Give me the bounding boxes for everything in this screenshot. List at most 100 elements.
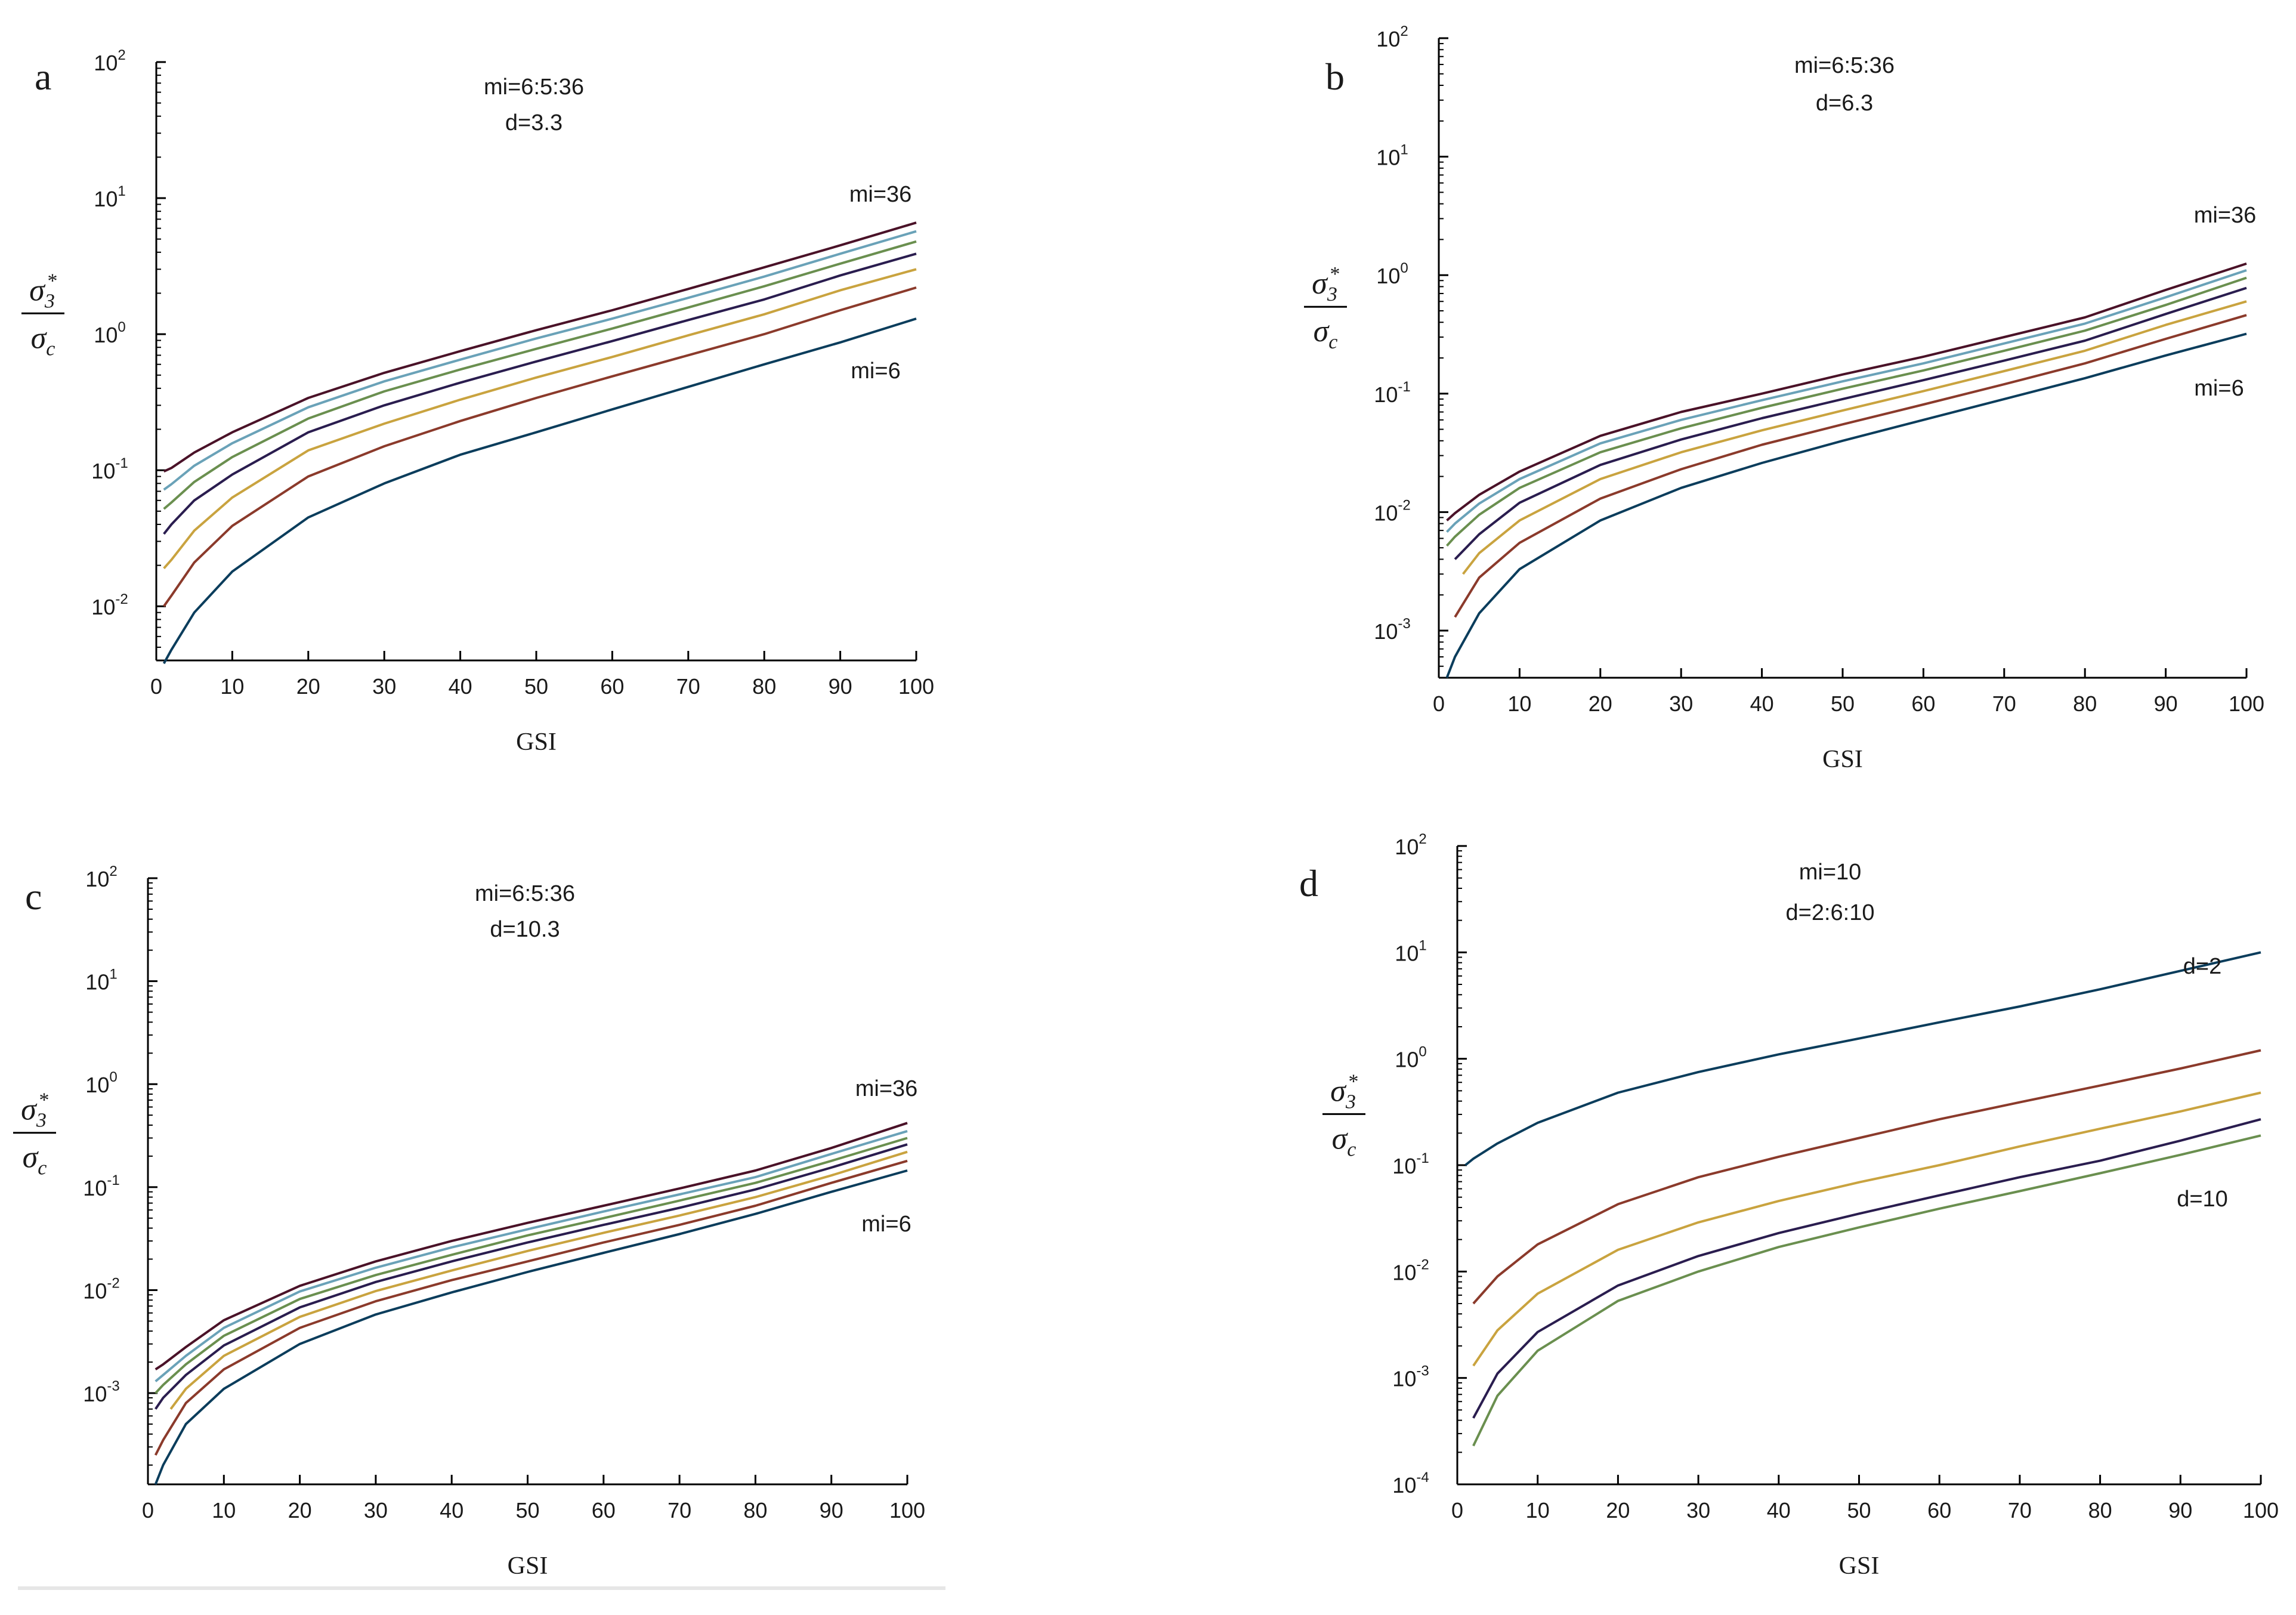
series-line-mi=6	[1445, 332, 2247, 678]
annotation-d-value: d=3.3	[505, 110, 563, 135]
y-tick-exponent: -2	[107, 1275, 119, 1291]
y-tick-exponent: -3	[107, 1378, 119, 1394]
bottom-series-label: mi=6	[2194, 376, 2244, 401]
x-tick-label: 90	[2154, 691, 2178, 716]
x-tick-label: 30	[364, 1498, 388, 1523]
annotation-parameters: mi=6:5:36	[484, 75, 584, 100]
y-tick-base: 10	[91, 459, 115, 483]
y-tick-exponent: -1	[1398, 379, 1410, 395]
y-tick-label: 10-1	[83, 1172, 119, 1200]
y-tick-label: 102	[85, 863, 117, 891]
x-tick-label: 40	[449, 674, 472, 699]
y-axis-label-denominator: σc	[1314, 314, 1338, 353]
y-tick-label: 100	[85, 1069, 117, 1097]
y-tick-exponent: 1	[118, 183, 125, 199]
y-tick-label: 10-1	[91, 455, 128, 483]
y-tick-base: 10	[1392, 1260, 1416, 1284]
y-tick-exponent: -3	[1398, 616, 1410, 632]
y-label-subscript: 3	[44, 290, 55, 312]
y-tick-base: 10	[94, 323, 118, 347]
top-series-label: mi=36	[855, 1076, 918, 1101]
y-tick-label: 10-2	[83, 1275, 119, 1303]
series-line-mi=11	[1454, 314, 2247, 618]
x-tick-label: 100	[2229, 691, 2264, 716]
y-tick-base: 10	[1376, 27, 1400, 51]
y-label-sigma: σ	[31, 321, 48, 355]
series-line-mi=31	[1446, 269, 2247, 533]
y-tick-label: 100	[1376, 260, 1408, 288]
y-tick-base: 10	[83, 1382, 107, 1406]
y-tick-exponent: 0	[118, 319, 125, 335]
series-line-mi=26	[163, 240, 917, 510]
panel-label: b	[1325, 55, 1345, 98]
panel-label: c	[25, 875, 42, 918]
x-tick-label: 100	[898, 674, 934, 699]
x-tick-label: 90	[829, 674, 852, 699]
y-tick-label: 10-3	[83, 1378, 119, 1406]
bottom-series-label: d=10	[2177, 1187, 2228, 1212]
y-tick-base: 10	[1374, 501, 1398, 525]
x-tick-label: 100	[2243, 1498, 2279, 1523]
y-tick-label: 10-4	[1392, 1469, 1429, 1497]
y-tick-exponent: -1	[1416, 1150, 1429, 1166]
chart-panel-b: 0 10 20 30 40 50 60 70 80 90 10010-310-210-1100101…	[1304, 23, 2264, 773]
x-tick-label: 50	[524, 674, 548, 699]
x-tick-label: 90	[820, 1498, 843, 1523]
y-tick-exponent: 2	[109, 863, 117, 879]
x-tick-label: 20	[296, 674, 320, 699]
chart-panel-a: 0 10 20 30 40 50 60 70 80 90 10010-210-1100101102a…	[21, 47, 934, 756]
series-line-mi=21	[1454, 286, 2247, 560]
series-line-mi=36	[163, 221, 917, 473]
x-tick-label: 60	[592, 1498, 616, 1523]
x-axis-label: GSI	[516, 728, 557, 756]
y-tick-label: 10-1	[1392, 1150, 1429, 1178]
series-line-mi=26	[154, 1137, 908, 1394]
y-tick-exponent: 2	[1400, 23, 1408, 39]
y-tick-base: 10	[1376, 264, 1400, 288]
x-tick-label: 10	[1526, 1498, 1550, 1523]
x-tick-label: 20	[288, 1498, 312, 1523]
series-line-mi=6	[162, 317, 917, 665]
y-label-subscript: 3	[36, 1110, 47, 1132]
y-label-sigma: σ	[23, 1141, 39, 1175]
y-tick-exponent: 0	[1419, 1044, 1426, 1060]
series-line-d=4	[1472, 1049, 2261, 1305]
annotation-parameters: mi=6:5:36	[475, 881, 575, 906]
y-tick-exponent: -1	[115, 455, 128, 471]
series-line-mi=6	[154, 1169, 908, 1485]
y-tick-base: 10	[1395, 941, 1419, 965]
bottom-series-label: mi=6	[861, 1212, 911, 1237]
x-tick-label: 90	[2168, 1498, 2192, 1523]
y-label-subscript: c	[38, 1157, 47, 1179]
y-tick-label: 10-1	[1374, 379, 1410, 407]
y-tick-exponent: -1	[107, 1172, 119, 1188]
y-tick-base: 10	[85, 867, 109, 891]
y-label-sigma: σ	[1314, 314, 1330, 348]
y-tick-base: 10	[85, 970, 109, 995]
x-tick-label: 30	[372, 674, 396, 699]
y-tick-label: 101	[94, 183, 125, 211]
x-tick-label: 10	[1507, 691, 1531, 716]
y-label-sigma: σ	[1330, 1074, 1347, 1108]
series-line-mi=16	[163, 268, 917, 570]
annotation-d-value: d=10.3	[490, 917, 560, 942]
y-tick-label: 101	[85, 966, 117, 995]
y-label-superscript: *	[1329, 263, 1339, 285]
series-line-mi=36	[1446, 262, 2247, 521]
y-tick-exponent: -3	[1416, 1363, 1429, 1379]
y-axis-label-numerator: σ3*	[21, 1089, 48, 1132]
x-tick-label: 40	[1767, 1498, 1791, 1523]
series-line-mi=16	[169, 1150, 908, 1410]
y-tick-base: 10	[1376, 146, 1400, 170]
x-tick-label: 60	[1927, 1498, 1951, 1523]
annotation-parameters: mi=10	[1799, 860, 1862, 885]
y-tick-exponent: 1	[1400, 142, 1408, 158]
annotation-parameters: mi=6:5:36	[1794, 53, 1895, 78]
y-tick-base: 10	[94, 51, 118, 75]
annotation-d-value: d=6.3	[1816, 91, 1873, 116]
y-tick-base: 10	[91, 595, 115, 619]
x-tick-label: 70	[668, 1498, 691, 1523]
y-label-subscript: c	[1347, 1138, 1356, 1160]
y-label-sigma: σ	[1332, 1122, 1349, 1156]
